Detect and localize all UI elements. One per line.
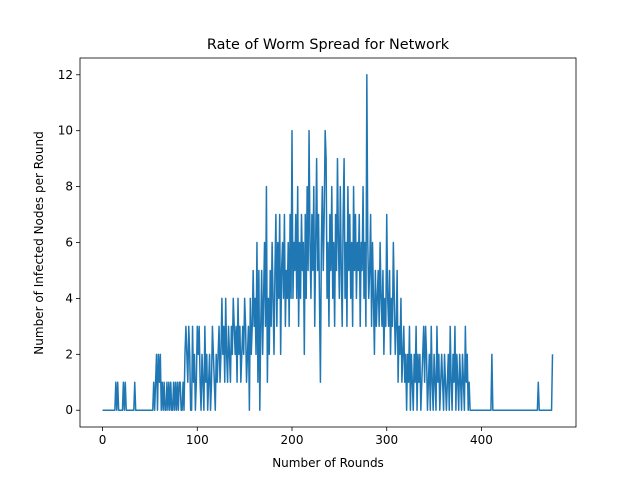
y-tick-label: 8: [65, 180, 73, 194]
x-tick-label: 400: [470, 433, 493, 447]
plot-frame: [79, 57, 577, 428]
x-tick-label: 0: [99, 433, 107, 447]
chart-title: Rate of Worm Spread for Network: [207, 37, 450, 53]
y-tick-label: 10: [58, 124, 73, 138]
y-tick-label: 4: [65, 291, 73, 305]
x-tick-label: 200: [281, 433, 304, 447]
data-line: [102, 74, 554, 411]
y-axis-label: Number of Infected Nodes per Round: [32, 131, 46, 354]
x-tick-label: 300: [375, 433, 398, 447]
y-tick-label: 2: [65, 347, 73, 361]
y-tick-label: 12: [58, 68, 73, 82]
x-axis-label: Number of Rounds: [272, 456, 384, 470]
y-tick-label: 0: [65, 403, 73, 417]
y-tick-label: 6: [65, 236, 73, 250]
x-tick-label: 100: [186, 433, 209, 447]
